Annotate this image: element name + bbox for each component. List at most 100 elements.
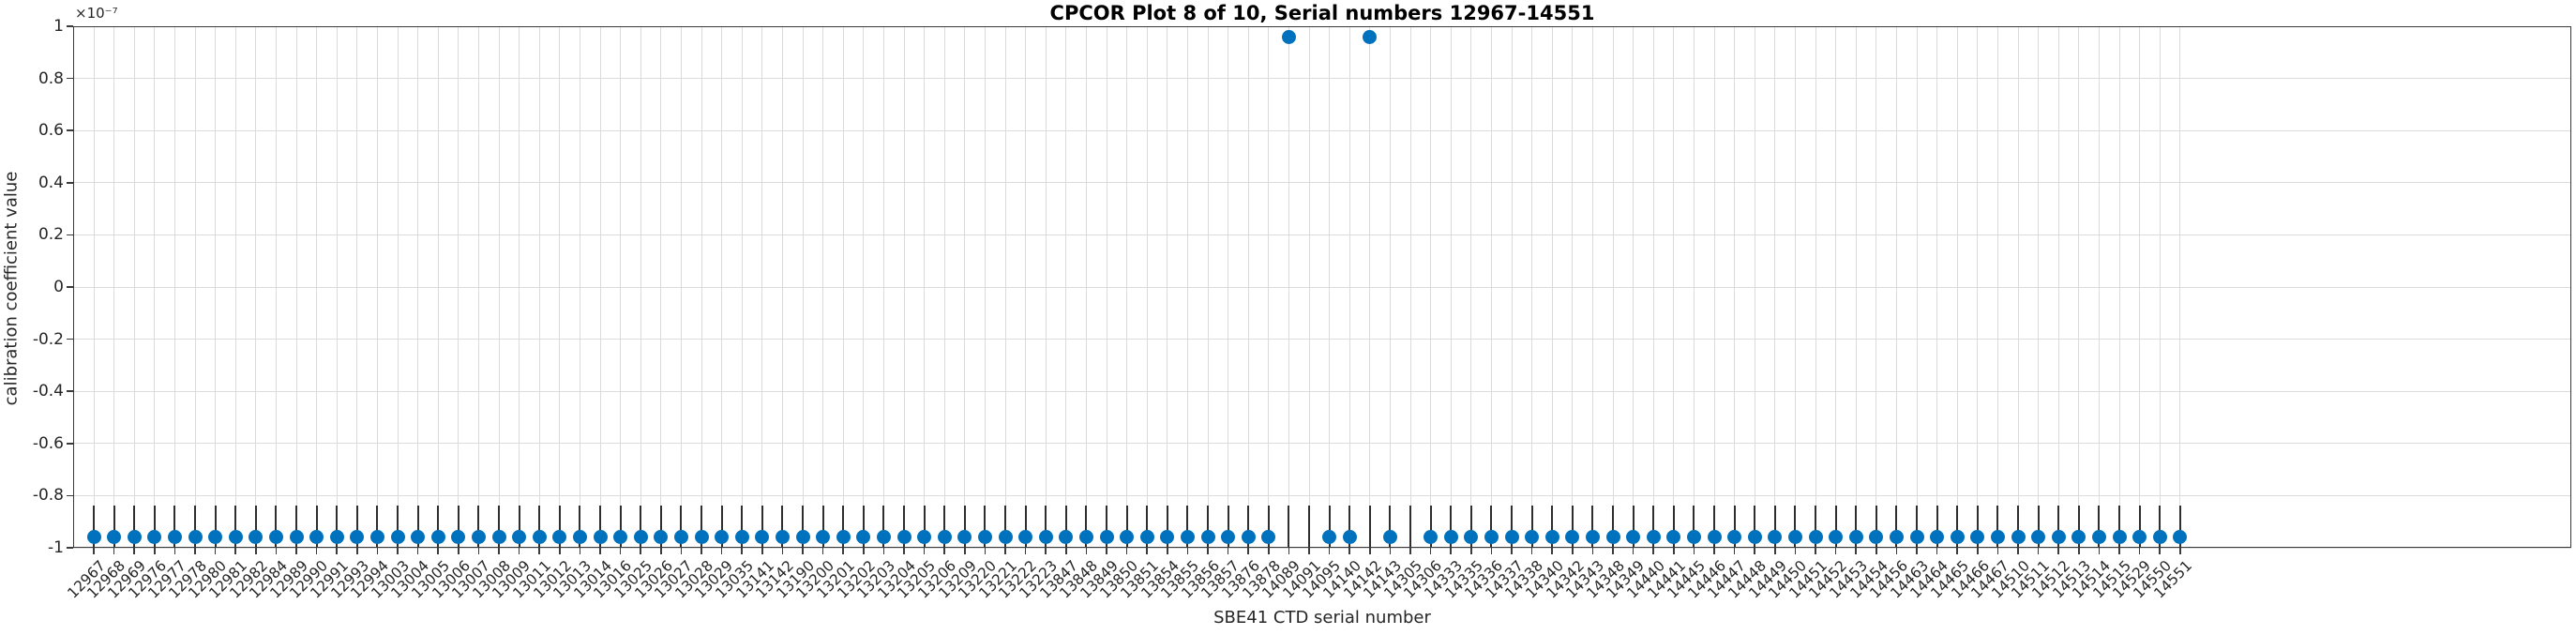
errorbar-stem — [1956, 505, 1959, 548]
data-point — [268, 529, 283, 544]
errorbar-stem — [558, 505, 561, 548]
data-point — [1180, 529, 1195, 544]
x-tick-mark — [1085, 548, 1088, 554]
errorbar-stem — [599, 505, 601, 548]
errorbar-stem — [1794, 505, 1797, 548]
x-gridline — [620, 26, 622, 548]
errorbar-stem — [1996, 505, 1999, 548]
x-tick-mark — [1693, 548, 1695, 554]
errorbar-stem — [1916, 505, 1918, 548]
data-point — [512, 529, 527, 544]
x-gridline — [1956, 26, 1958, 548]
x-gridline — [397, 26, 399, 548]
errorbar-stem — [1773, 505, 1776, 548]
x-gridline — [1247, 26, 1249, 548]
errorbar-stem — [113, 505, 115, 548]
data-point — [552, 529, 567, 544]
x-tick-mark — [1004, 548, 1006, 554]
errorbar-stem — [1490, 505, 1493, 548]
x-tick-mark — [1450, 548, 1452, 554]
data-point — [1970, 529, 1985, 544]
x-gridline — [1673, 26, 1675, 548]
x-tick-mark — [93, 548, 95, 554]
x-gridline — [1936, 26, 1938, 548]
x-gridline — [1025, 26, 1027, 548]
x-gridline — [1815, 26, 1816, 548]
data-point — [755, 529, 770, 544]
errorbar-stem — [355, 505, 358, 548]
errorbar-stem — [1469, 505, 1472, 548]
x-tick-mark — [842, 548, 844, 554]
x-tick-mark — [660, 548, 662, 554]
x-tick-mark — [802, 548, 804, 554]
x-gridline — [822, 26, 824, 548]
x-gridline — [1794, 26, 1796, 548]
data-point — [957, 529, 972, 544]
x-tick-mark — [173, 548, 176, 554]
data-point — [694, 529, 709, 544]
x-gridline — [1268, 26, 1270, 548]
x-gridline — [1409, 26, 1411, 548]
errorbar-stem — [173, 505, 176, 548]
x-tick-mark — [416, 548, 419, 554]
data-point — [1808, 529, 1823, 544]
errorbar-stem — [1834, 505, 1837, 548]
data-point — [411, 529, 426, 544]
errorbar-stem — [477, 505, 480, 548]
data-point — [1078, 529, 1093, 544]
x-tick-mark — [2118, 548, 2120, 554]
errorbar-stem — [1591, 505, 1594, 548]
errorbar-stem — [1207, 505, 1209, 548]
x-gridline — [133, 26, 135, 548]
errorbar-stem — [1672, 505, 1675, 548]
x-gridline — [2038, 26, 2040, 548]
errorbar-stem — [700, 505, 702, 548]
data-point — [836, 529, 851, 544]
x-gridline — [356, 26, 358, 548]
errorbar-stem — [133, 505, 136, 548]
errorbar-stem — [802, 505, 804, 548]
x-tick-mark — [113, 548, 115, 554]
x-gridline — [2118, 26, 2120, 548]
y-gridline — [73, 547, 2571, 549]
errorbar-stem — [1571, 505, 1574, 548]
x-tick-mark — [1186, 548, 1189, 554]
y-tick-label: 0 — [53, 278, 64, 296]
y-tick-label: -1 — [48, 538, 64, 557]
x-gridline — [964, 26, 966, 548]
errorbar-stem — [1612, 505, 1614, 548]
x-tick-mark — [275, 548, 278, 554]
x-tick-mark — [1754, 548, 1755, 554]
x-gridline — [1348, 26, 1350, 548]
x-gridline — [842, 26, 844, 548]
x-tick-mark — [1774, 548, 1776, 554]
errorbar-stem — [1976, 505, 1979, 548]
x-tick-mark — [1288, 548, 1290, 554]
y-tick-mark — [67, 25, 73, 27]
x-tick-mark — [1106, 548, 1107, 554]
errorbar-stem — [1733, 505, 1736, 548]
x-tick-mark — [1996, 548, 1999, 554]
data-point — [876, 529, 891, 544]
x-tick-mark — [1389, 548, 1392, 554]
x-gridline — [417, 26, 419, 548]
data-point — [1585, 529, 1600, 544]
errorbar-stem — [437, 505, 440, 548]
x-tick-mark — [336, 548, 338, 554]
x-gridline — [316, 26, 318, 548]
x-gridline — [1511, 26, 1513, 548]
x-gridline — [680, 26, 682, 548]
x-tick-mark — [356, 548, 358, 554]
x-tick-mark — [2017, 548, 2019, 554]
errorbar-stem — [741, 505, 744, 548]
x-gridline — [2017, 26, 2019, 548]
x-tick-mark — [133, 548, 135, 554]
x-gridline — [1977, 26, 1979, 548]
errorbar-stem — [457, 505, 459, 548]
x-tick-mark — [376, 548, 379, 554]
errorbar-stem — [1064, 505, 1067, 548]
x-tick-mark — [1673, 548, 1675, 554]
x-tick-mark — [2159, 548, 2161, 554]
data-point — [1018, 529, 1033, 544]
errorbar-stem — [579, 505, 581, 548]
